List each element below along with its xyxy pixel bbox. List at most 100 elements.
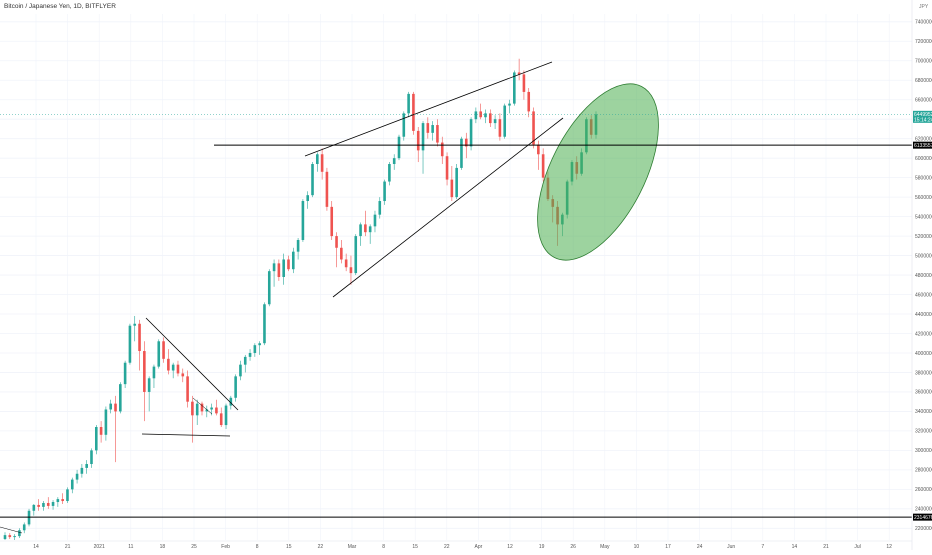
candle bbox=[22, 522, 26, 534]
candle bbox=[253, 343, 257, 357]
candle bbox=[51, 500, 55, 510]
candle-body bbox=[522, 74, 526, 92]
candle bbox=[330, 201, 334, 240]
time-tick-label: 22 bbox=[444, 544, 450, 550]
candle-body bbox=[119, 384, 122, 412]
candle bbox=[258, 341, 261, 355]
candle bbox=[527, 88, 531, 118]
candle bbox=[3, 532, 7, 540]
price-tick-label: 6000000 bbox=[915, 156, 932, 162]
candle bbox=[13, 534, 16, 540]
candle bbox=[85, 460, 88, 474]
price-axis[interactable]: 7400000720000070000006800000660000064000… bbox=[911, 0, 932, 550]
candle-body bbox=[508, 103, 511, 106]
candle bbox=[147, 376, 151, 412]
small-channel-lower[interactable] bbox=[0, 526, 23, 534]
candle-body bbox=[176, 364, 180, 374]
candle-body bbox=[316, 154, 319, 165]
candle-body bbox=[450, 179, 454, 198]
chart-title: Bitcoin / Japanese Yen, 1D, BITFLYER bbox=[4, 3, 116, 10]
candle-body bbox=[301, 201, 305, 240]
time-tick-label: Jun bbox=[727, 544, 735, 550]
candle-body bbox=[392, 158, 396, 165]
trendline-falling-wedge-lower[interactable] bbox=[141, 433, 231, 437]
candle-body bbox=[90, 450, 93, 465]
highlight-ellipse[interactable] bbox=[513, 65, 684, 279]
price-tick-label: 2600000 bbox=[915, 487, 932, 493]
time-tick-label: 2021 bbox=[94, 544, 105, 550]
trendline-rising-wedge-upper[interactable] bbox=[304, 61, 553, 157]
candle-body bbox=[541, 154, 545, 178]
candle bbox=[123, 360, 127, 389]
candle-body bbox=[123, 362, 127, 385]
candle bbox=[320, 148, 324, 180]
candle bbox=[61, 493, 64, 504]
trendline-rising-wedge-lower[interactable] bbox=[332, 117, 564, 298]
candle bbox=[484, 109, 487, 124]
candle-body bbox=[287, 259, 290, 270]
trendline-falling-wedge-upper[interactable] bbox=[145, 317, 239, 411]
candle bbox=[195, 399, 199, 426]
price-badge-bg bbox=[913, 110, 932, 123]
candle bbox=[46, 497, 50, 509]
candle bbox=[277, 259, 281, 281]
candle bbox=[368, 224, 372, 244]
price-tick-label: 2200000 bbox=[915, 526, 932, 532]
candle-body bbox=[484, 113, 487, 118]
candle bbox=[205, 405, 209, 418]
price-tick-label: 6200000 bbox=[915, 136, 932, 142]
time-tick-label: Jul bbox=[854, 544, 860, 550]
candle-body bbox=[349, 267, 353, 274]
candle bbox=[359, 222, 362, 246]
time-tick-label: 10 bbox=[634, 544, 640, 550]
candle-body bbox=[498, 119, 502, 137]
time-tick-label: 17 bbox=[665, 544, 671, 550]
price-tick-label: 6800000 bbox=[915, 78, 932, 84]
candle bbox=[503, 103, 507, 139]
candle-body bbox=[85, 464, 88, 468]
candle-body bbox=[66, 489, 69, 502]
candle-body bbox=[210, 407, 213, 410]
time-tick-label: 11 bbox=[128, 544, 133, 550]
candle bbox=[8, 533, 12, 540]
candle-body bbox=[330, 206, 334, 237]
time-axis[interactable]: 14 21 2021 11 18 25 Feb 8 15 22 Mar 8 15 22 Apr 12 19 26 M… bbox=[0, 540, 912, 550]
candle-body bbox=[296, 239, 300, 252]
currency-jpy-icon[interactable]: JPY bbox=[919, 4, 929, 10]
price-badge: 6133557 bbox=[913, 141, 932, 149]
candle-body bbox=[75, 473, 79, 480]
candle-body bbox=[277, 263, 281, 277]
candle bbox=[340, 239, 343, 264]
candle bbox=[335, 232, 338, 268]
candle bbox=[402, 111, 406, 141]
candle-body bbox=[359, 224, 362, 237]
time-tick-label: 18 bbox=[160, 544, 166, 550]
candle-body bbox=[253, 345, 257, 353]
candle bbox=[508, 99, 511, 114]
candle-body bbox=[51, 502, 55, 506]
candle bbox=[291, 247, 295, 274]
price-tick-label: 5600000 bbox=[915, 195, 932, 201]
candle-body bbox=[344, 259, 348, 268]
candle-body bbox=[258, 343, 261, 346]
candle-body bbox=[243, 356, 247, 365]
candle bbox=[75, 469, 79, 484]
candle bbox=[272, 259, 276, 287]
candle bbox=[94, 425, 98, 455]
price-tick-label: 3200000 bbox=[915, 429, 932, 435]
time-tick-label: 12 bbox=[507, 544, 513, 550]
time-tick-label: 26 bbox=[570, 544, 576, 550]
candle-body bbox=[32, 504, 36, 511]
small-channel-upper[interactable] bbox=[192, 397, 213, 415]
candle-body bbox=[426, 123, 430, 133]
candle-body bbox=[373, 214, 377, 227]
candle bbox=[239, 360, 242, 381]
time-tick-label: 8 bbox=[382, 544, 385, 550]
candle-body bbox=[143, 351, 146, 392]
candle bbox=[474, 107, 478, 124]
candle-body bbox=[364, 224, 367, 233]
time-tick-label: 15 bbox=[286, 544, 292, 550]
price-tick-label: 4600000 bbox=[915, 292, 932, 298]
